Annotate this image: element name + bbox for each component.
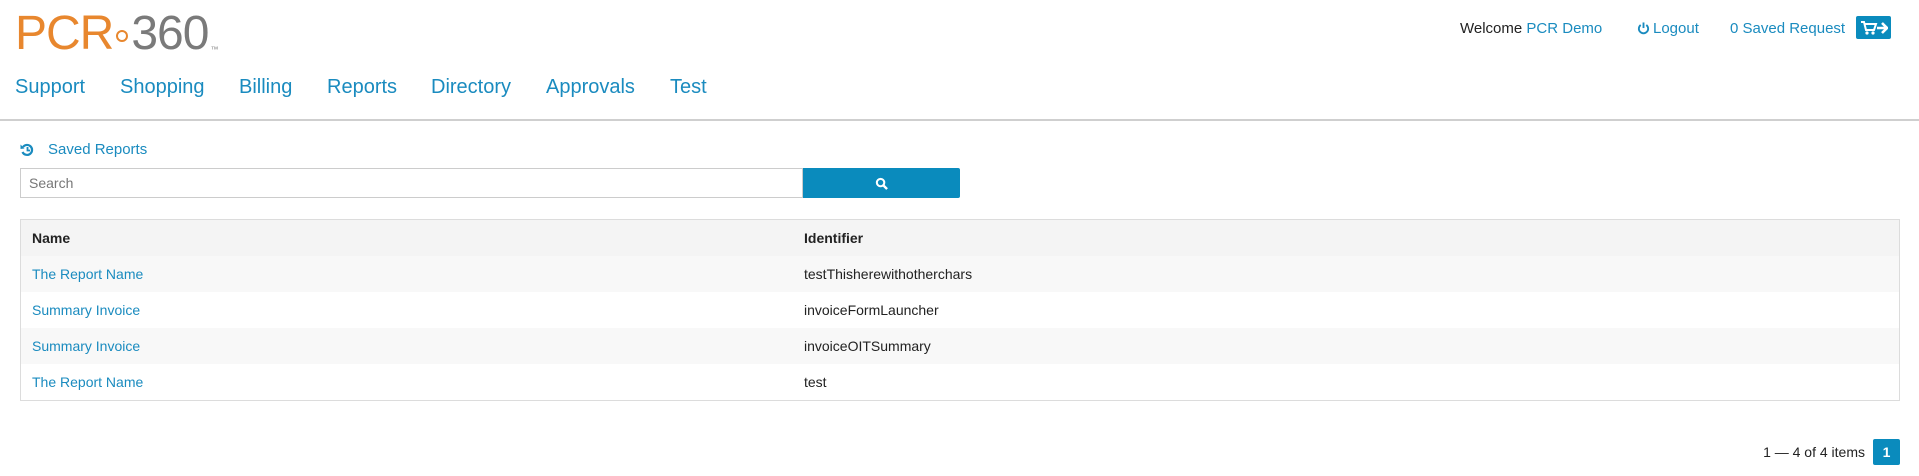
table-row[interactable]: The Report Name test (21, 364, 1899, 400)
pagination-summary: 1 — 4 of 4 items (1763, 444, 1865, 460)
nav-billing[interactable]: Billing (239, 76, 293, 98)
power-icon (1637, 21, 1650, 34)
logout-label: Logout (1653, 19, 1699, 37)
user-name-link[interactable]: PCR Demo (1526, 19, 1603, 37)
cart-button[interactable] (1856, 16, 1891, 39)
search-input[interactable] (20, 168, 803, 198)
nav-reports[interactable]: Reports (327, 76, 398, 98)
saved-reports-table: Name Identifier The Report Name testThis… (20, 219, 1900, 401)
table-row[interactable]: Summary Invoice invoiceFormLauncher (21, 292, 1899, 328)
column-header-name[interactable]: Name (32, 230, 71, 246)
report-identifier: invoiceOITSummary (804, 338, 931, 354)
pcr360-logo[interactable]: PCR 360 ™ (15, 7, 219, 60)
nav-test[interactable]: Test (670, 76, 707, 98)
report-name-link[interactable]: Summary Invoice (32, 338, 141, 354)
saved-reports-heading[interactable]: Saved Reports (20, 141, 147, 158)
nav-shopping[interactable]: Shopping (120, 76, 205, 98)
report-name-link[interactable]: The Report Name (32, 266, 144, 282)
saved-request-link[interactable]: 0 Saved Request (1730, 19, 1846, 37)
column-header-identifier[interactable]: Identifier (804, 230, 864, 246)
user-header: Welcome PCR Demo Logout 0 Saved Request (0, 16, 1919, 39)
search-button[interactable] (803, 168, 960, 198)
table-header: Name Identifier (21, 220, 1899, 256)
report-identifier: invoiceFormLauncher (804, 302, 939, 318)
nav-support[interactable]: Support (15, 76, 86, 98)
table-row[interactable]: The Report Name testThisherewithothercha… (21, 256, 1899, 292)
nav-approvals[interactable]: Approvals (546, 76, 635, 98)
nav-directory[interactable]: Directory (431, 76, 512, 98)
table-row[interactable]: Summary Invoice invoiceOITSummary (21, 328, 1899, 364)
history-icon (20, 143, 34, 156)
cart-arrow-icon (1860, 20, 1888, 35)
pagination: 1 — 4 of 4 items 1 (1763, 439, 1900, 465)
welcome-text: Welcome PCR Demo (1460, 19, 1603, 37)
report-name-link[interactable]: Summary Invoice (32, 302, 141, 318)
report-identifier: test (804, 374, 827, 390)
report-identifier: testThisherewithotherchars (804, 266, 973, 282)
page-button-current[interactable]: 1 (1873, 439, 1900, 465)
report-name-link[interactable]: The Report Name (32, 374, 144, 390)
header-divider (0, 119, 1919, 121)
search-icon (875, 177, 888, 190)
page-title: Saved Reports (48, 141, 148, 158)
logout-link[interactable]: Logout (1637, 20, 1699, 37)
